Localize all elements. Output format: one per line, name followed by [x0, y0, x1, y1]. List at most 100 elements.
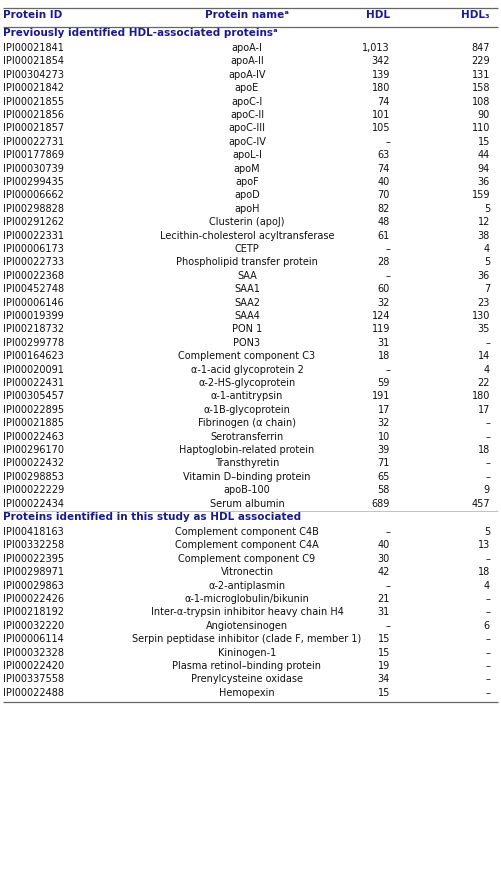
Text: IPI00218732: IPI00218732	[3, 325, 64, 334]
Text: apoB-100: apoB-100	[223, 485, 271, 495]
Text: –: –	[385, 620, 390, 631]
Text: –: –	[485, 687, 490, 698]
Text: α-1-antitrypsin: α-1-antitrypsin	[211, 392, 283, 401]
Text: Previously identified HDL-associated proteinsᵃ: Previously identified HDL-associated pro…	[3, 28, 278, 38]
Text: 18: 18	[378, 351, 390, 361]
Text: IPI00006662: IPI00006662	[3, 190, 64, 200]
Text: 82: 82	[378, 204, 390, 214]
Text: –: –	[485, 661, 490, 671]
Text: Fibrinogen (α chain): Fibrinogen (α chain)	[198, 418, 296, 428]
Text: Clusterin (apoJ): Clusterin (apoJ)	[209, 217, 285, 227]
Text: 4: 4	[484, 365, 490, 375]
Text: PON3: PON3	[233, 338, 261, 348]
Text: 15: 15	[378, 687, 390, 698]
Text: IPI00299778: IPI00299778	[3, 338, 64, 348]
Text: Complement component C3: Complement component C3	[178, 351, 316, 361]
Text: –: –	[485, 472, 490, 482]
Text: 130: 130	[471, 311, 490, 321]
Text: IPI00030739: IPI00030739	[3, 164, 64, 173]
Text: IPI00020091: IPI00020091	[3, 365, 64, 375]
Text: Plasma retinol–binding protein: Plasma retinol–binding protein	[172, 661, 322, 671]
Text: apoA-IV: apoA-IV	[228, 70, 266, 80]
Text: IPI00021842: IPI00021842	[3, 83, 64, 93]
Text: IPI00021855: IPI00021855	[3, 97, 64, 106]
Text: IPI00291262: IPI00291262	[3, 217, 64, 227]
Text: IPI00032220: IPI00032220	[3, 620, 64, 631]
Text: IPI00332258: IPI00332258	[3, 540, 64, 551]
Text: 119: 119	[372, 325, 390, 334]
Text: 71: 71	[378, 459, 390, 468]
Text: 131: 131	[471, 70, 490, 80]
Text: IPI00006173: IPI00006173	[3, 244, 64, 254]
Text: 689: 689	[372, 499, 390, 509]
Text: 13: 13	[478, 540, 490, 551]
Text: 94: 94	[478, 164, 490, 173]
Text: α-1-acid glycoprotein 2: α-1-acid glycoprotein 2	[190, 365, 304, 375]
Text: –: –	[485, 432, 490, 442]
Text: 10: 10	[378, 432, 390, 442]
Text: 74: 74	[378, 97, 390, 106]
Text: 21: 21	[378, 594, 390, 604]
Text: IPI00029863: IPI00029863	[3, 580, 64, 591]
Text: 38: 38	[478, 231, 490, 240]
Text: IPI00021857: IPI00021857	[3, 123, 64, 133]
Text: –: –	[385, 137, 390, 147]
Text: IPI00298828: IPI00298828	[3, 204, 64, 214]
Text: 6: 6	[484, 620, 490, 631]
Text: IPI00298853: IPI00298853	[3, 472, 64, 482]
Text: –: –	[485, 459, 490, 468]
Text: IPI00021856: IPI00021856	[3, 110, 64, 120]
Text: PON 1: PON 1	[232, 325, 262, 334]
Text: IPI00304273: IPI00304273	[3, 70, 64, 80]
Text: Lecithin-cholesterol acyltransferase: Lecithin-cholesterol acyltransferase	[160, 231, 334, 240]
Text: –: –	[485, 607, 490, 618]
Text: 110: 110	[471, 123, 490, 133]
Text: Complement component C4A: Complement component C4A	[175, 540, 319, 551]
Text: apoM: apoM	[233, 164, 261, 173]
Text: 70: 70	[378, 190, 390, 200]
Text: HDL₃: HDL₃	[461, 10, 490, 20]
Text: IPI00218192: IPI00218192	[3, 607, 64, 618]
Text: apoF: apoF	[235, 177, 259, 187]
Text: –: –	[485, 338, 490, 348]
Text: –: –	[485, 418, 490, 428]
Text: 108: 108	[471, 97, 490, 106]
Text: IPI00022434: IPI00022434	[3, 499, 64, 509]
Text: –: –	[385, 271, 390, 281]
Text: 59: 59	[378, 378, 390, 388]
Text: Serum albumin: Serum albumin	[209, 499, 285, 509]
Text: α-2-HS-glycoprotein: α-2-HS-glycoprotein	[198, 378, 296, 388]
Text: IPI00022488: IPI00022488	[3, 687, 64, 698]
Text: SAA1: SAA1	[234, 284, 260, 294]
Text: 17: 17	[477, 405, 490, 415]
Text: Transthyretin: Transthyretin	[215, 459, 279, 468]
Text: apoA-II: apoA-II	[230, 56, 264, 66]
Text: 4: 4	[484, 244, 490, 254]
Text: apoC-IV: apoC-IV	[228, 137, 266, 147]
Text: IPI00299435: IPI00299435	[3, 177, 64, 187]
Text: IPI00022395: IPI00022395	[3, 553, 64, 564]
Text: 42: 42	[378, 567, 390, 578]
Text: IPI00177869: IPI00177869	[3, 150, 64, 160]
Text: IPI00022463: IPI00022463	[3, 432, 64, 442]
Text: 74: 74	[378, 164, 390, 173]
Text: SAA4: SAA4	[234, 311, 260, 321]
Text: SAA: SAA	[237, 271, 257, 281]
Text: apoE: apoE	[235, 83, 259, 93]
Text: apoC-I: apoC-I	[231, 97, 263, 106]
Text: Serpin peptidase inhibitor (clade F, member 1): Serpin peptidase inhibitor (clade F, mem…	[132, 634, 362, 645]
Text: IPI00305457: IPI00305457	[3, 392, 64, 401]
Text: –: –	[485, 674, 490, 685]
Text: apoC-III: apoC-III	[228, 123, 266, 133]
Text: IPI00418163: IPI00418163	[3, 527, 64, 537]
Text: IPI00022431: IPI00022431	[3, 378, 64, 388]
Text: IPI00452748: IPI00452748	[3, 284, 64, 294]
Text: IPI00022368: IPI00022368	[3, 271, 64, 281]
Text: Serotransferrin: Serotransferrin	[210, 432, 284, 442]
Text: 191: 191	[372, 392, 390, 401]
Text: 15: 15	[378, 647, 390, 658]
Text: 7: 7	[484, 284, 490, 294]
Text: 36: 36	[478, 177, 490, 187]
Text: 9: 9	[484, 485, 490, 495]
Text: Protein nameᵃ: Protein nameᵃ	[205, 10, 289, 20]
